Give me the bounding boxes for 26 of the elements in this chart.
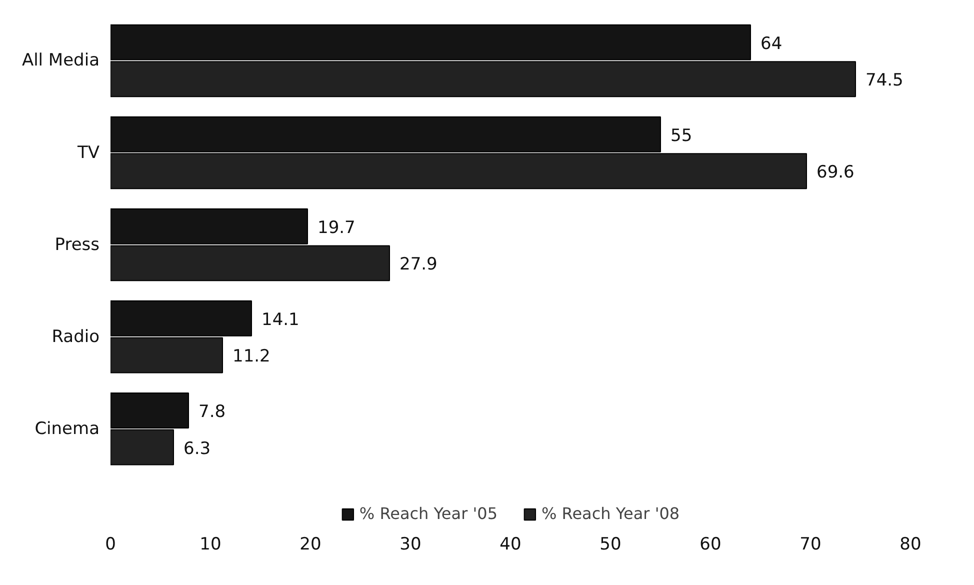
x-tick-label: 10: [200, 534, 222, 554]
x-tick-label: 0: [105, 534, 116, 554]
x-tick-label: 60: [700, 534, 722, 554]
x-tick-label: 20: [300, 534, 322, 554]
y-tick-label: TV: [76, 142, 100, 163]
data-label: 14.1: [262, 310, 300, 330]
y-tick-label: Cinema: [34, 418, 100, 439]
data-label: 27.9: [400, 254, 438, 275]
data-label: 64: [760, 34, 782, 54]
y-tick-label: All Media: [22, 50, 100, 71]
x-tick-label: 30: [400, 534, 422, 554]
x-tick-label: 50: [600, 534, 622, 554]
data-label: 69.6: [816, 162, 854, 183]
y-tick-label: Radio: [52, 326, 100, 347]
data-label: 7.8: [198, 402, 226, 422]
data-label: 6.3: [184, 438, 211, 459]
legend-label: % Reach Year '05: [359, 504, 498, 523]
y-tick-label: Press: [54, 234, 100, 255]
x-tick-label: 70: [800, 534, 822, 554]
data-label: 55: [670, 126, 692, 146]
x-tick-label: 40: [500, 534, 522, 554]
legend-label: % Reach Year '08: [542, 504, 680, 523]
x-tick-label: 80: [900, 534, 922, 554]
data-label: 19.7: [318, 218, 356, 238]
data-label: 74.5: [866, 70, 904, 91]
data-label: 11.2: [232, 346, 270, 367]
